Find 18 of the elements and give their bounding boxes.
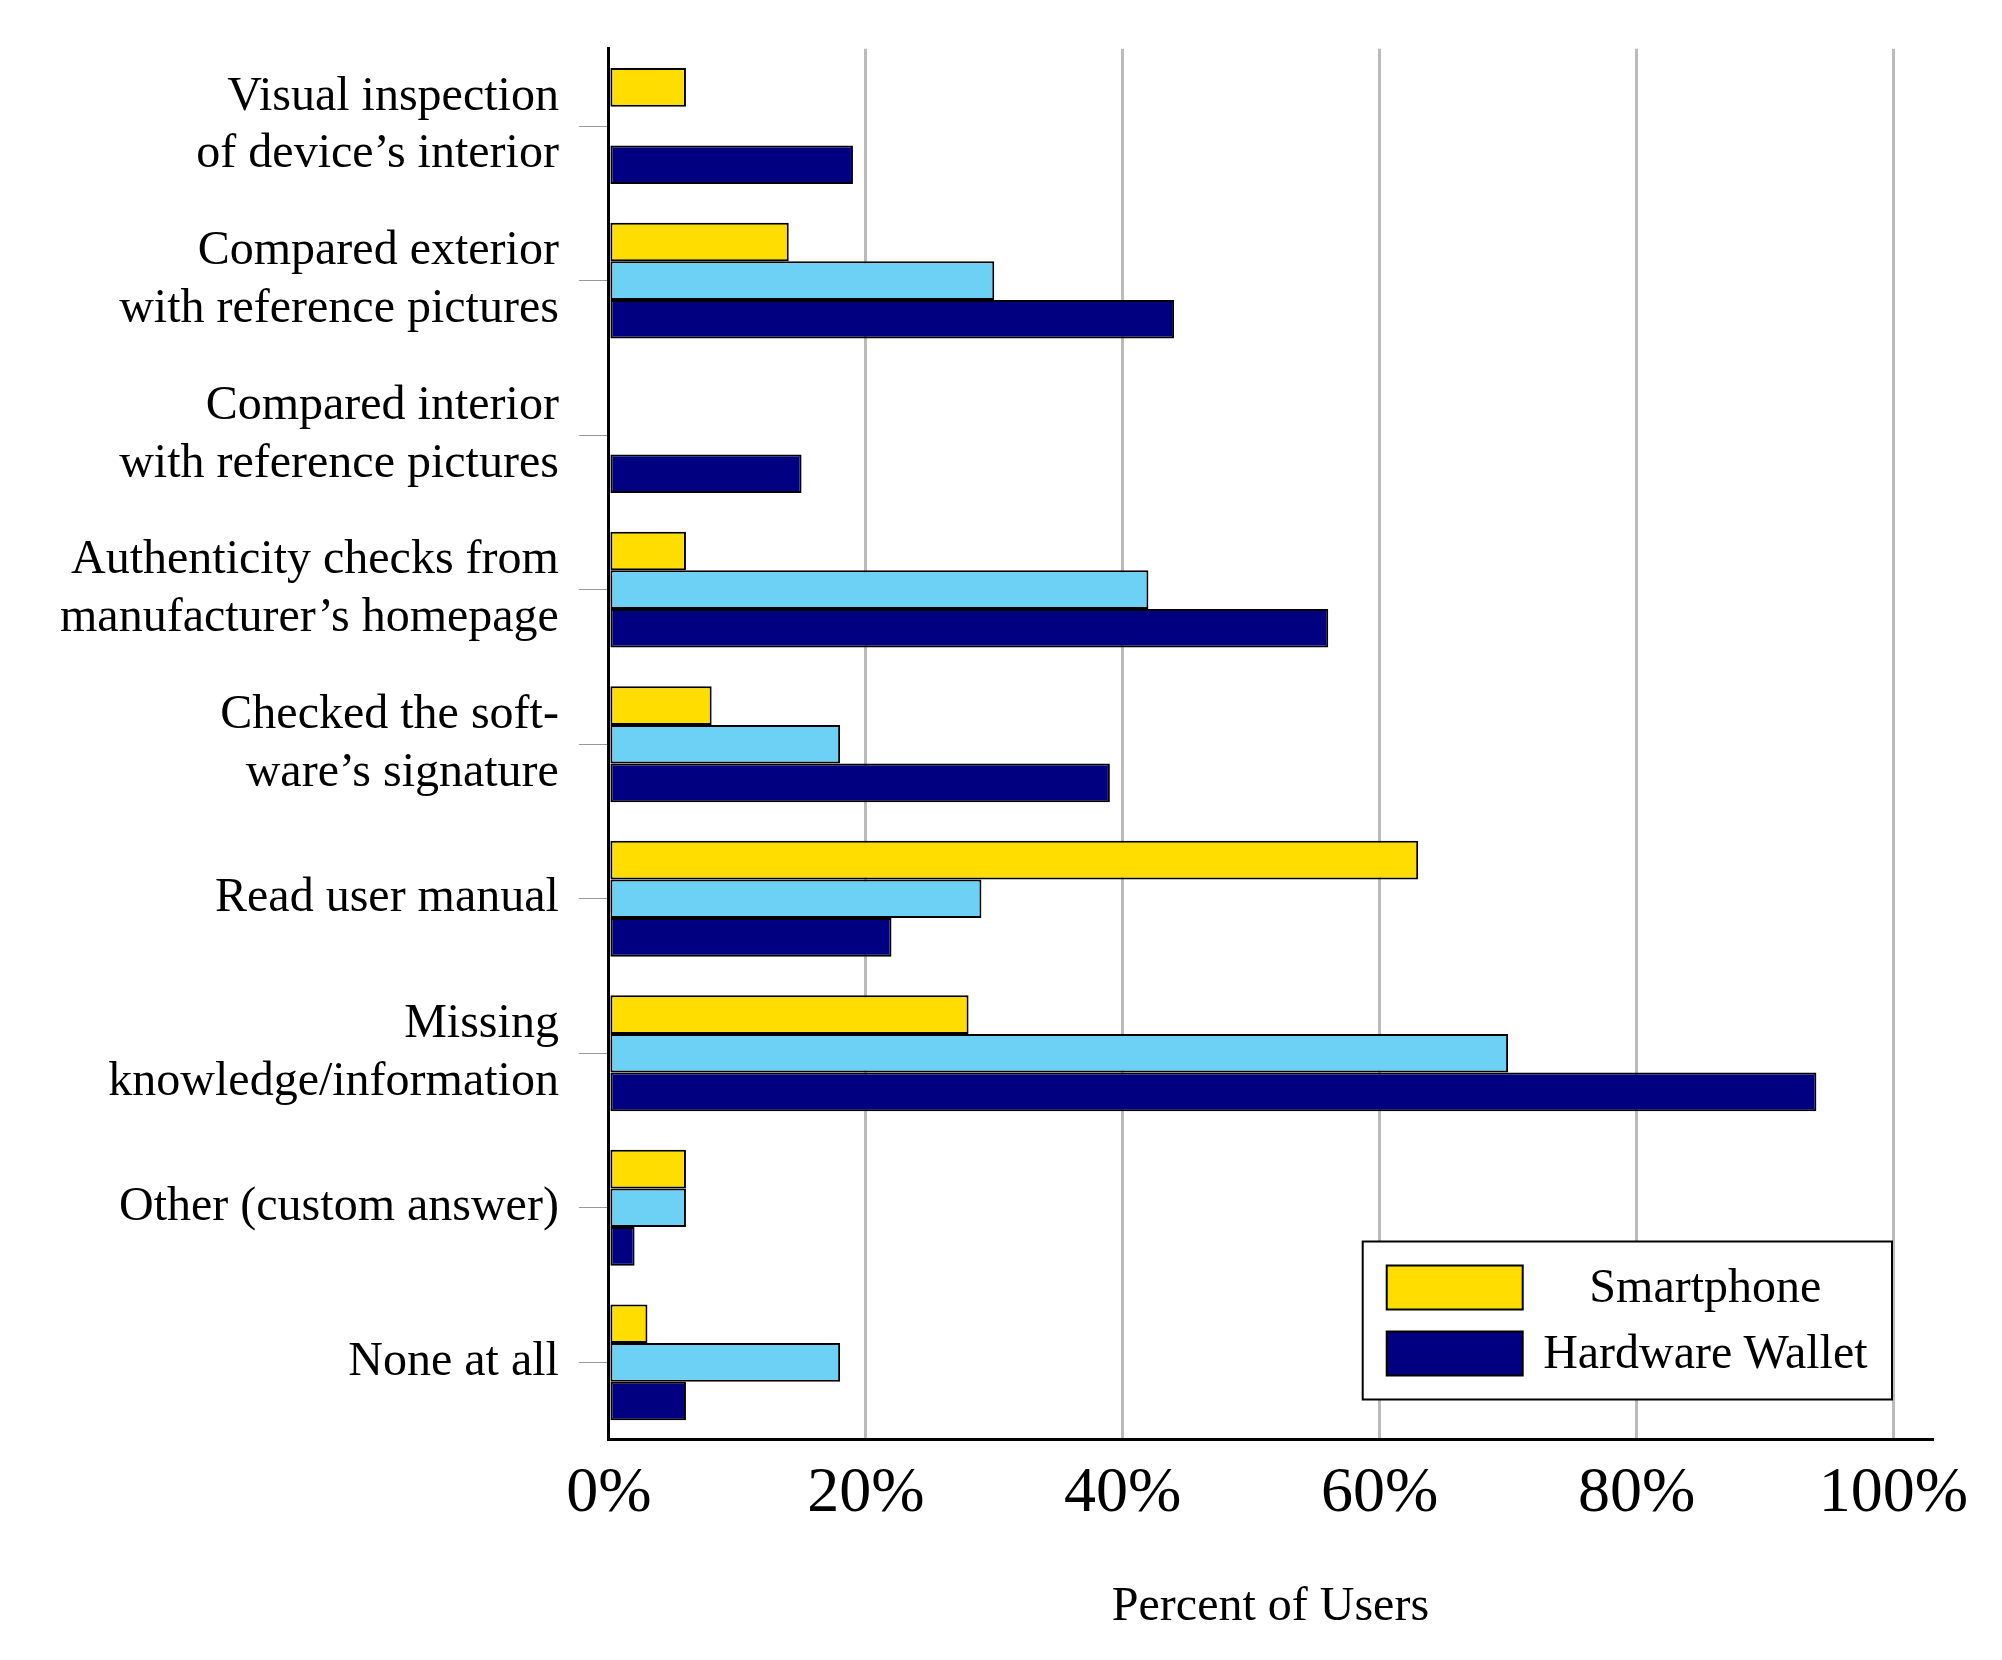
x-tick-label: 0% xyxy=(566,1453,652,1525)
y-tick-label: None at all xyxy=(348,1331,559,1385)
y-tick-label: Compared exterior with reference pictures xyxy=(119,221,559,333)
y-tick-label: Checked the soft- ware’s signature xyxy=(220,685,559,796)
legend-label: Hardware Wallet xyxy=(1543,1325,1869,1379)
y-tick-label: Other (custom answer) xyxy=(119,1177,559,1232)
y-tick-label: Visual inspection of device’s interior xyxy=(196,66,559,178)
x-axis-title: Percent of Users xyxy=(1111,1576,1430,1630)
y-tick-label: Read user manual xyxy=(215,868,559,922)
x-tick-label: 40% xyxy=(1064,1453,1182,1525)
x-tick-label: 80% xyxy=(1577,1453,1696,1525)
x-tick-label: 100% xyxy=(1818,1453,1969,1525)
y-tick-label: Authenticity checks from manufacturer’s homepage xyxy=(60,530,559,642)
y-tick-label: Compared interior with reference pictures xyxy=(119,375,559,487)
x-tick-label: 60% xyxy=(1320,1453,1439,1525)
x-tick-label: 20% xyxy=(807,1453,925,1525)
legend-label: Smartphone xyxy=(1589,1259,1822,1313)
y-tick-label: Missing knowledge/information xyxy=(108,994,559,1105)
